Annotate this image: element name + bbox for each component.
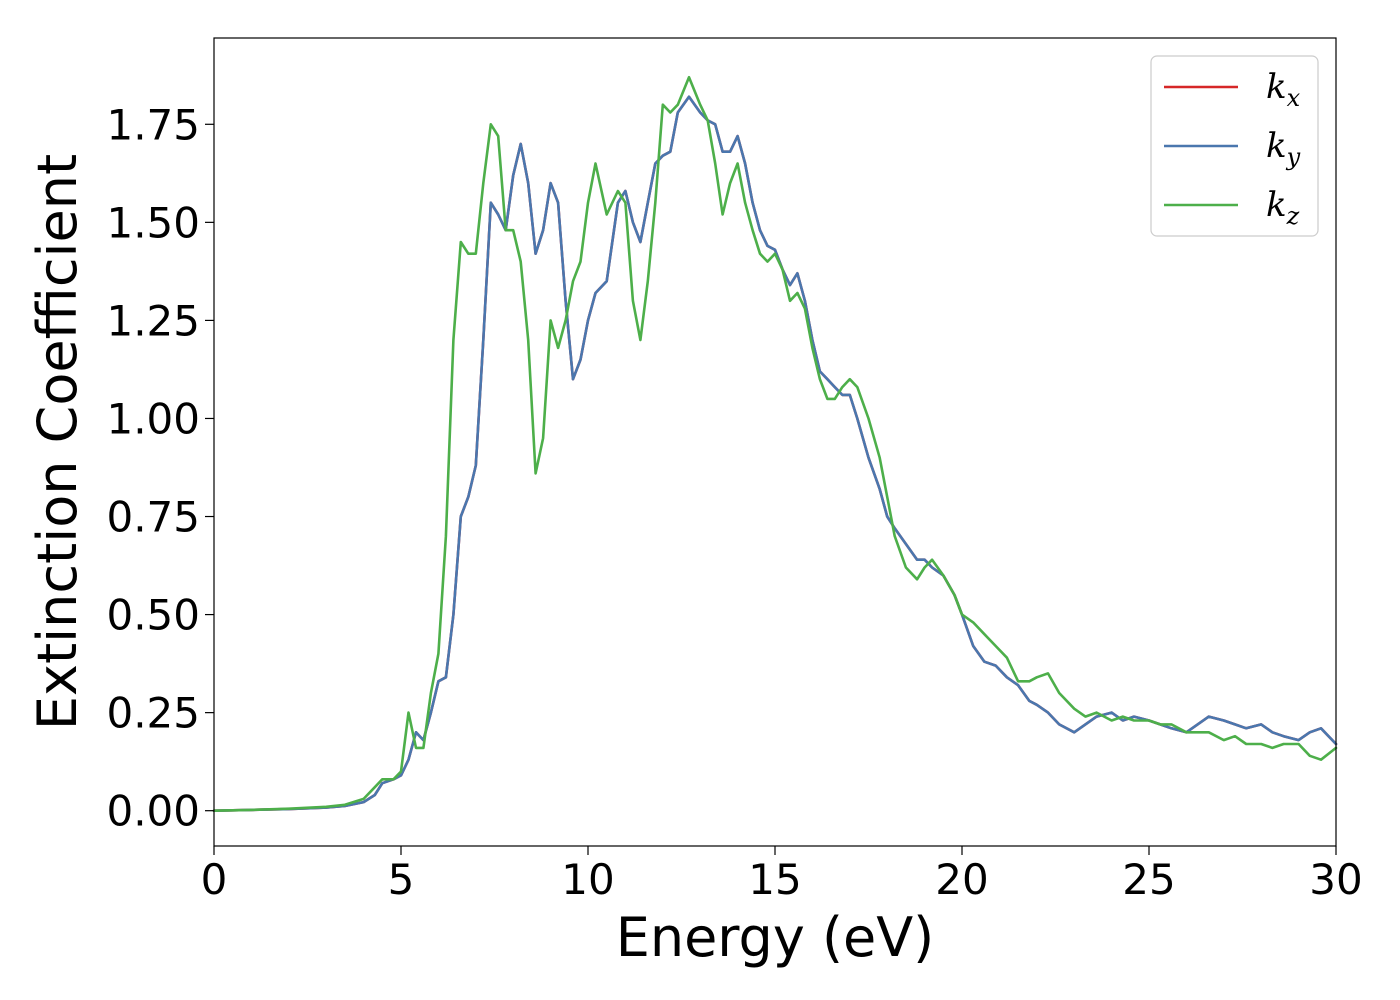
x-tick-label: 15	[748, 855, 801, 904]
series-line-z	[212, 75, 1338, 812]
x-tick-label: 5	[388, 855, 415, 904]
x-tick-label: 25	[1122, 855, 1175, 904]
y-tick-label: 0.25	[106, 689, 200, 738]
series-layer	[212, 75, 1338, 812]
y-tick-label: 1.50	[106, 198, 200, 247]
legend: kx ky kz	[1150, 55, 1319, 237]
y-axis: 0.00 0.25 0.50 0.75 1.00 1.25 1.50 1.75	[106, 100, 214, 836]
x-tick-label: 30	[1309, 855, 1362, 904]
legend-label-y: ky	[1266, 126, 1301, 171]
y-tick-label: 0.50	[106, 591, 200, 640]
y-tick-label: 0.00	[106, 787, 200, 836]
x-tick-label: 20	[935, 855, 988, 904]
y-tick-label: 1.75	[106, 100, 200, 149]
x-tick-label: 0	[201, 855, 228, 904]
series-line-y	[212, 95, 1338, 812]
y-tick-label: 1.00	[106, 394, 200, 443]
legend-label-z: kz	[1266, 185, 1300, 230]
y-axis-label: Extinction Coefficient	[26, 154, 89, 730]
y-tick-label: 1.25	[106, 296, 200, 345]
plot-background	[214, 38, 1336, 846]
legend-label-x: kx	[1266, 67, 1301, 112]
x-axis-label: Energy (eV)	[616, 906, 935, 969]
x-tick-label: 10	[561, 855, 614, 904]
y-tick-label: 0.75	[106, 493, 200, 542]
x-axis: 0 5 10 15 20 25 30	[201, 846, 1363, 904]
